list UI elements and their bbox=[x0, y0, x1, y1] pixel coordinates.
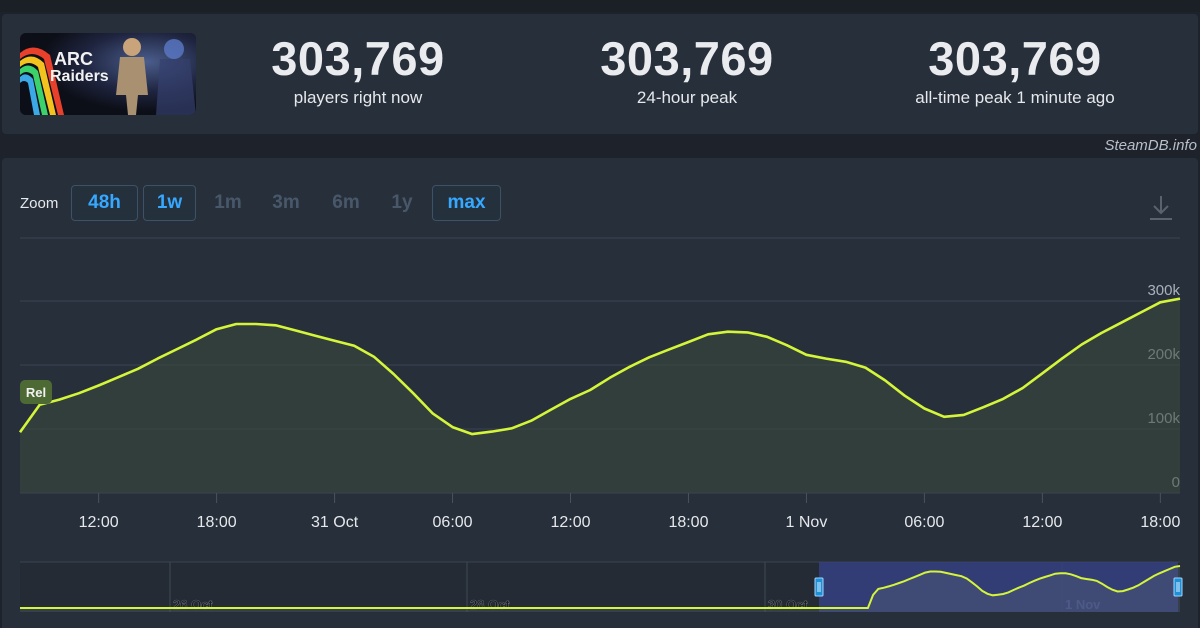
x-tick-label: 12:00 bbox=[79, 514, 119, 531]
series-line bbox=[18, 297, 1181, 436]
zoom-3m-button[interactable]: 3m bbox=[272, 192, 300, 213]
release-flag-label: Rel bbox=[26, 385, 46, 400]
series-area bbox=[20, 298, 1180, 493]
zoom-label: Zoom bbox=[20, 195, 59, 212]
navigator-handle-left[interactable] bbox=[814, 577, 824, 597]
release-flag bbox=[20, 380, 52, 404]
x-tick-label: 06:00 bbox=[904, 514, 944, 531]
game-logo-art: ARC Raiders bbox=[20, 33, 196, 115]
x-tick-label: 1 Nov bbox=[786, 514, 828, 531]
stats-panel bbox=[2, 14, 1198, 134]
character-body-icon bbox=[116, 57, 148, 115]
x-tick-label: 18:00 bbox=[668, 514, 708, 531]
zoom-1y-button[interactable]: 1y bbox=[391, 192, 413, 213]
x-tick-label: 18:00 bbox=[197, 514, 237, 531]
y-tick-label: 300k bbox=[1147, 282, 1180, 299]
top-strip bbox=[0, 0, 1200, 12]
logo-text-raiders: Raiders bbox=[50, 68, 109, 85]
stat-value: 303,769 bbox=[928, 32, 1102, 85]
stat-label: all-time peak 1 minute ago bbox=[915, 88, 1115, 107]
character-2-icon bbox=[164, 39, 184, 59]
zoom-6m-button[interactable]: 6m bbox=[332, 192, 360, 213]
navigator-series-line bbox=[20, 565, 1181, 609]
character-head-icon bbox=[123, 38, 141, 56]
download-icon[interactable] bbox=[1146, 193, 1176, 223]
x-tick-label: 18:00 bbox=[1140, 514, 1180, 531]
game-logo[interactable]: ARC Raiders bbox=[20, 33, 196, 115]
stat-players-now: 303,769 players right now bbox=[188, 30, 528, 108]
x-tick-label: 31 Oct bbox=[311, 514, 359, 531]
navigator-handle-right[interactable] bbox=[1173, 577, 1183, 597]
stat-all-time-peak: 303,769 all-time peak 1 minute ago bbox=[845, 30, 1185, 108]
navigator-window bbox=[819, 562, 1178, 612]
stat-value: 303,769 bbox=[271, 32, 445, 85]
stat-value: 303,769 bbox=[600, 32, 774, 85]
zoom-48h-button[interactable]: 48h bbox=[71, 185, 138, 221]
zoom-1w-button[interactable]: 1w bbox=[143, 185, 196, 221]
x-tick-label: 12:00 bbox=[550, 514, 590, 531]
stat-label: players right now bbox=[293, 88, 423, 107]
zoom-max-button[interactable]: max bbox=[432, 185, 501, 221]
logo-text-arc: ARC bbox=[54, 49, 93, 69]
stat-24h-peak: 303,769 24-hour peak bbox=[517, 30, 857, 108]
x-tick-label: 12:00 bbox=[1022, 514, 1062, 531]
zoom-1m-button[interactable]: 1m bbox=[214, 192, 242, 213]
x-tick-label: 06:00 bbox=[433, 514, 473, 531]
stat-label: 24-hour peak bbox=[636, 88, 738, 107]
navigator-series-area bbox=[20, 566, 1180, 612]
watermark: SteamDB.info bbox=[1104, 137, 1197, 154]
